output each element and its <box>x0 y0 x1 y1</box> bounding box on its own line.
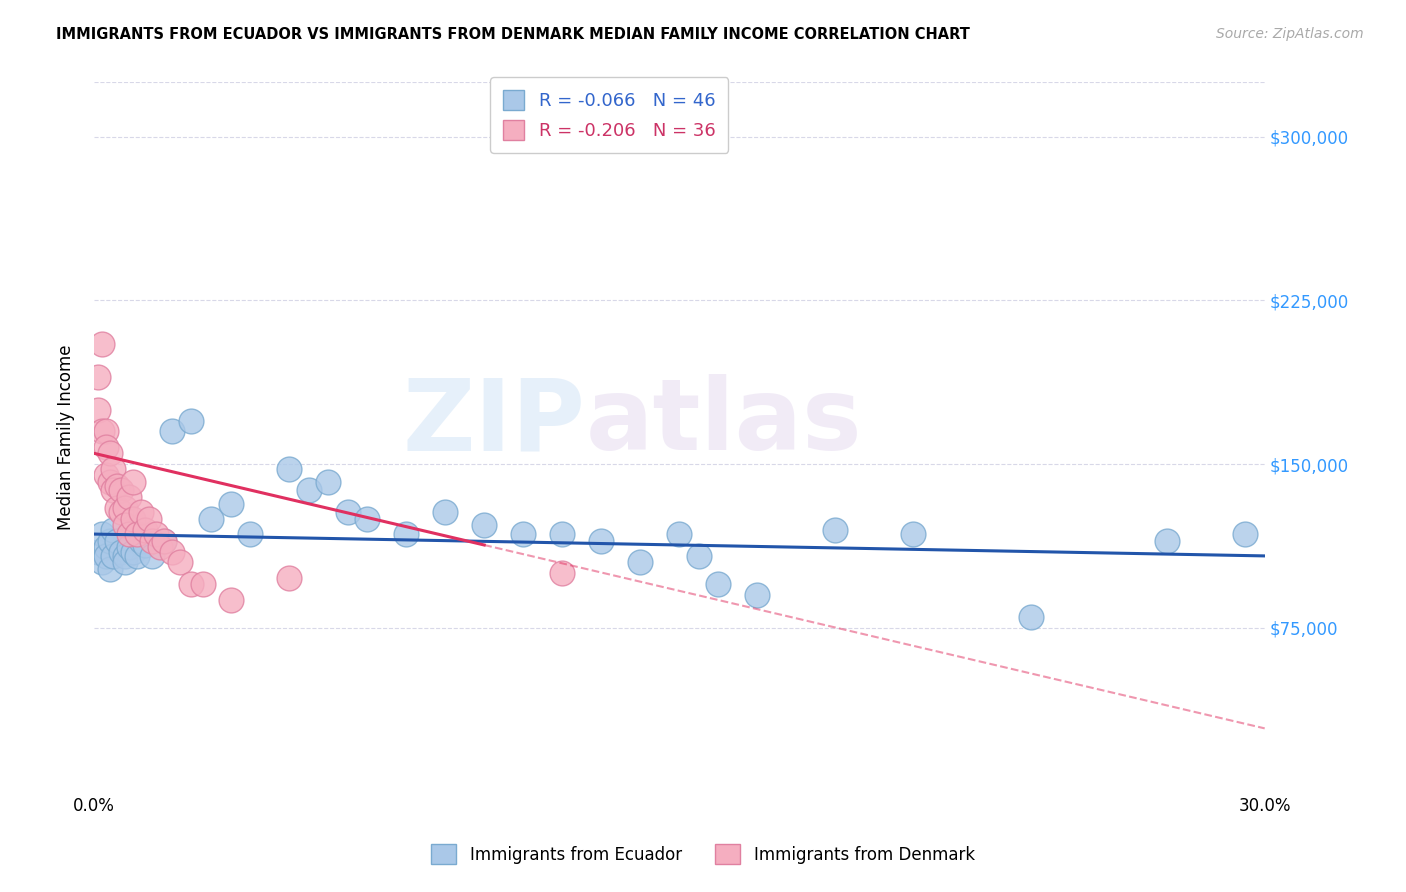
Point <box>551 527 574 541</box>
Point <box>278 461 301 475</box>
Point <box>118 540 141 554</box>
Point <box>105 479 128 493</box>
Point <box>628 556 651 570</box>
Point <box>94 468 117 483</box>
Text: Source: ZipAtlas.com: Source: ZipAtlas.com <box>1216 27 1364 41</box>
Point <box>114 556 136 570</box>
Point <box>118 527 141 541</box>
Point <box>219 592 242 607</box>
Point <box>160 544 183 558</box>
Point <box>118 490 141 504</box>
Point <box>125 549 148 563</box>
Point <box>90 527 112 541</box>
Point <box>114 500 136 515</box>
Point <box>134 523 156 537</box>
Point <box>1156 533 1178 548</box>
Point <box>103 461 125 475</box>
Point <box>193 577 215 591</box>
Point <box>125 527 148 541</box>
Point <box>110 483 132 498</box>
Point <box>87 370 110 384</box>
Point <box>707 577 730 591</box>
Point <box>356 512 378 526</box>
Point <box>395 527 418 541</box>
Point <box>824 523 846 537</box>
Point <box>1234 527 1257 541</box>
Text: ZIP: ZIP <box>402 375 586 471</box>
Point <box>103 549 125 563</box>
Point <box>200 512 222 526</box>
Point <box>114 549 136 563</box>
Point <box>551 566 574 581</box>
Legend: R = -0.066   N = 46, R = -0.206   N = 36: R = -0.066 N = 46, R = -0.206 N = 36 <box>491 77 728 153</box>
Point <box>90 425 112 439</box>
Point <box>98 475 121 489</box>
Point <box>141 549 163 563</box>
Point <box>180 577 202 591</box>
Point <box>747 588 769 602</box>
Legend: Immigrants from Ecuador, Immigrants from Denmark: Immigrants from Ecuador, Immigrants from… <box>425 838 981 871</box>
Point <box>110 544 132 558</box>
Point <box>169 556 191 570</box>
Point <box>94 425 117 439</box>
Point <box>278 571 301 585</box>
Point <box>94 540 117 554</box>
Point <box>472 518 495 533</box>
Point <box>87 402 110 417</box>
Point <box>122 475 145 489</box>
Point <box>87 544 110 558</box>
Point <box>512 527 534 541</box>
Point <box>591 533 613 548</box>
Point <box>336 505 359 519</box>
Point <box>153 533 176 548</box>
Point <box>110 505 132 519</box>
Point <box>103 483 125 498</box>
Point <box>98 562 121 576</box>
Y-axis label: Median Family Income: Median Family Income <box>58 344 75 530</box>
Text: atlas: atlas <box>586 375 862 471</box>
Point <box>160 425 183 439</box>
Point <box>434 505 457 519</box>
Point <box>688 549 710 563</box>
Point <box>103 523 125 537</box>
Point <box>129 533 152 548</box>
Text: IMMIGRANTS FROM ECUADOR VS IMMIGRANTS FROM DENMARK MEDIAN FAMILY INCOME CORRELAT: IMMIGRANTS FROM ECUADOR VS IMMIGRANTS FR… <box>56 27 970 42</box>
Point <box>94 549 117 563</box>
Point <box>129 505 152 519</box>
Point <box>90 556 112 570</box>
Point <box>138 512 160 526</box>
Point <box>239 527 262 541</box>
Point <box>149 540 172 554</box>
Point <box>145 527 167 541</box>
Point <box>122 544 145 558</box>
Point <box>316 475 339 489</box>
Point <box>114 518 136 533</box>
Point <box>94 440 117 454</box>
Point <box>90 337 112 351</box>
Point <box>105 533 128 548</box>
Point <box>180 413 202 427</box>
Point <box>1019 610 1042 624</box>
Point <box>134 538 156 552</box>
Point <box>122 512 145 526</box>
Point <box>141 533 163 548</box>
Point <box>105 500 128 515</box>
Point <box>668 527 690 541</box>
Point <box>98 446 121 460</box>
Point <box>153 533 176 548</box>
Point <box>219 496 242 510</box>
Point <box>903 527 925 541</box>
Point <box>297 483 319 498</box>
Point <box>98 533 121 548</box>
